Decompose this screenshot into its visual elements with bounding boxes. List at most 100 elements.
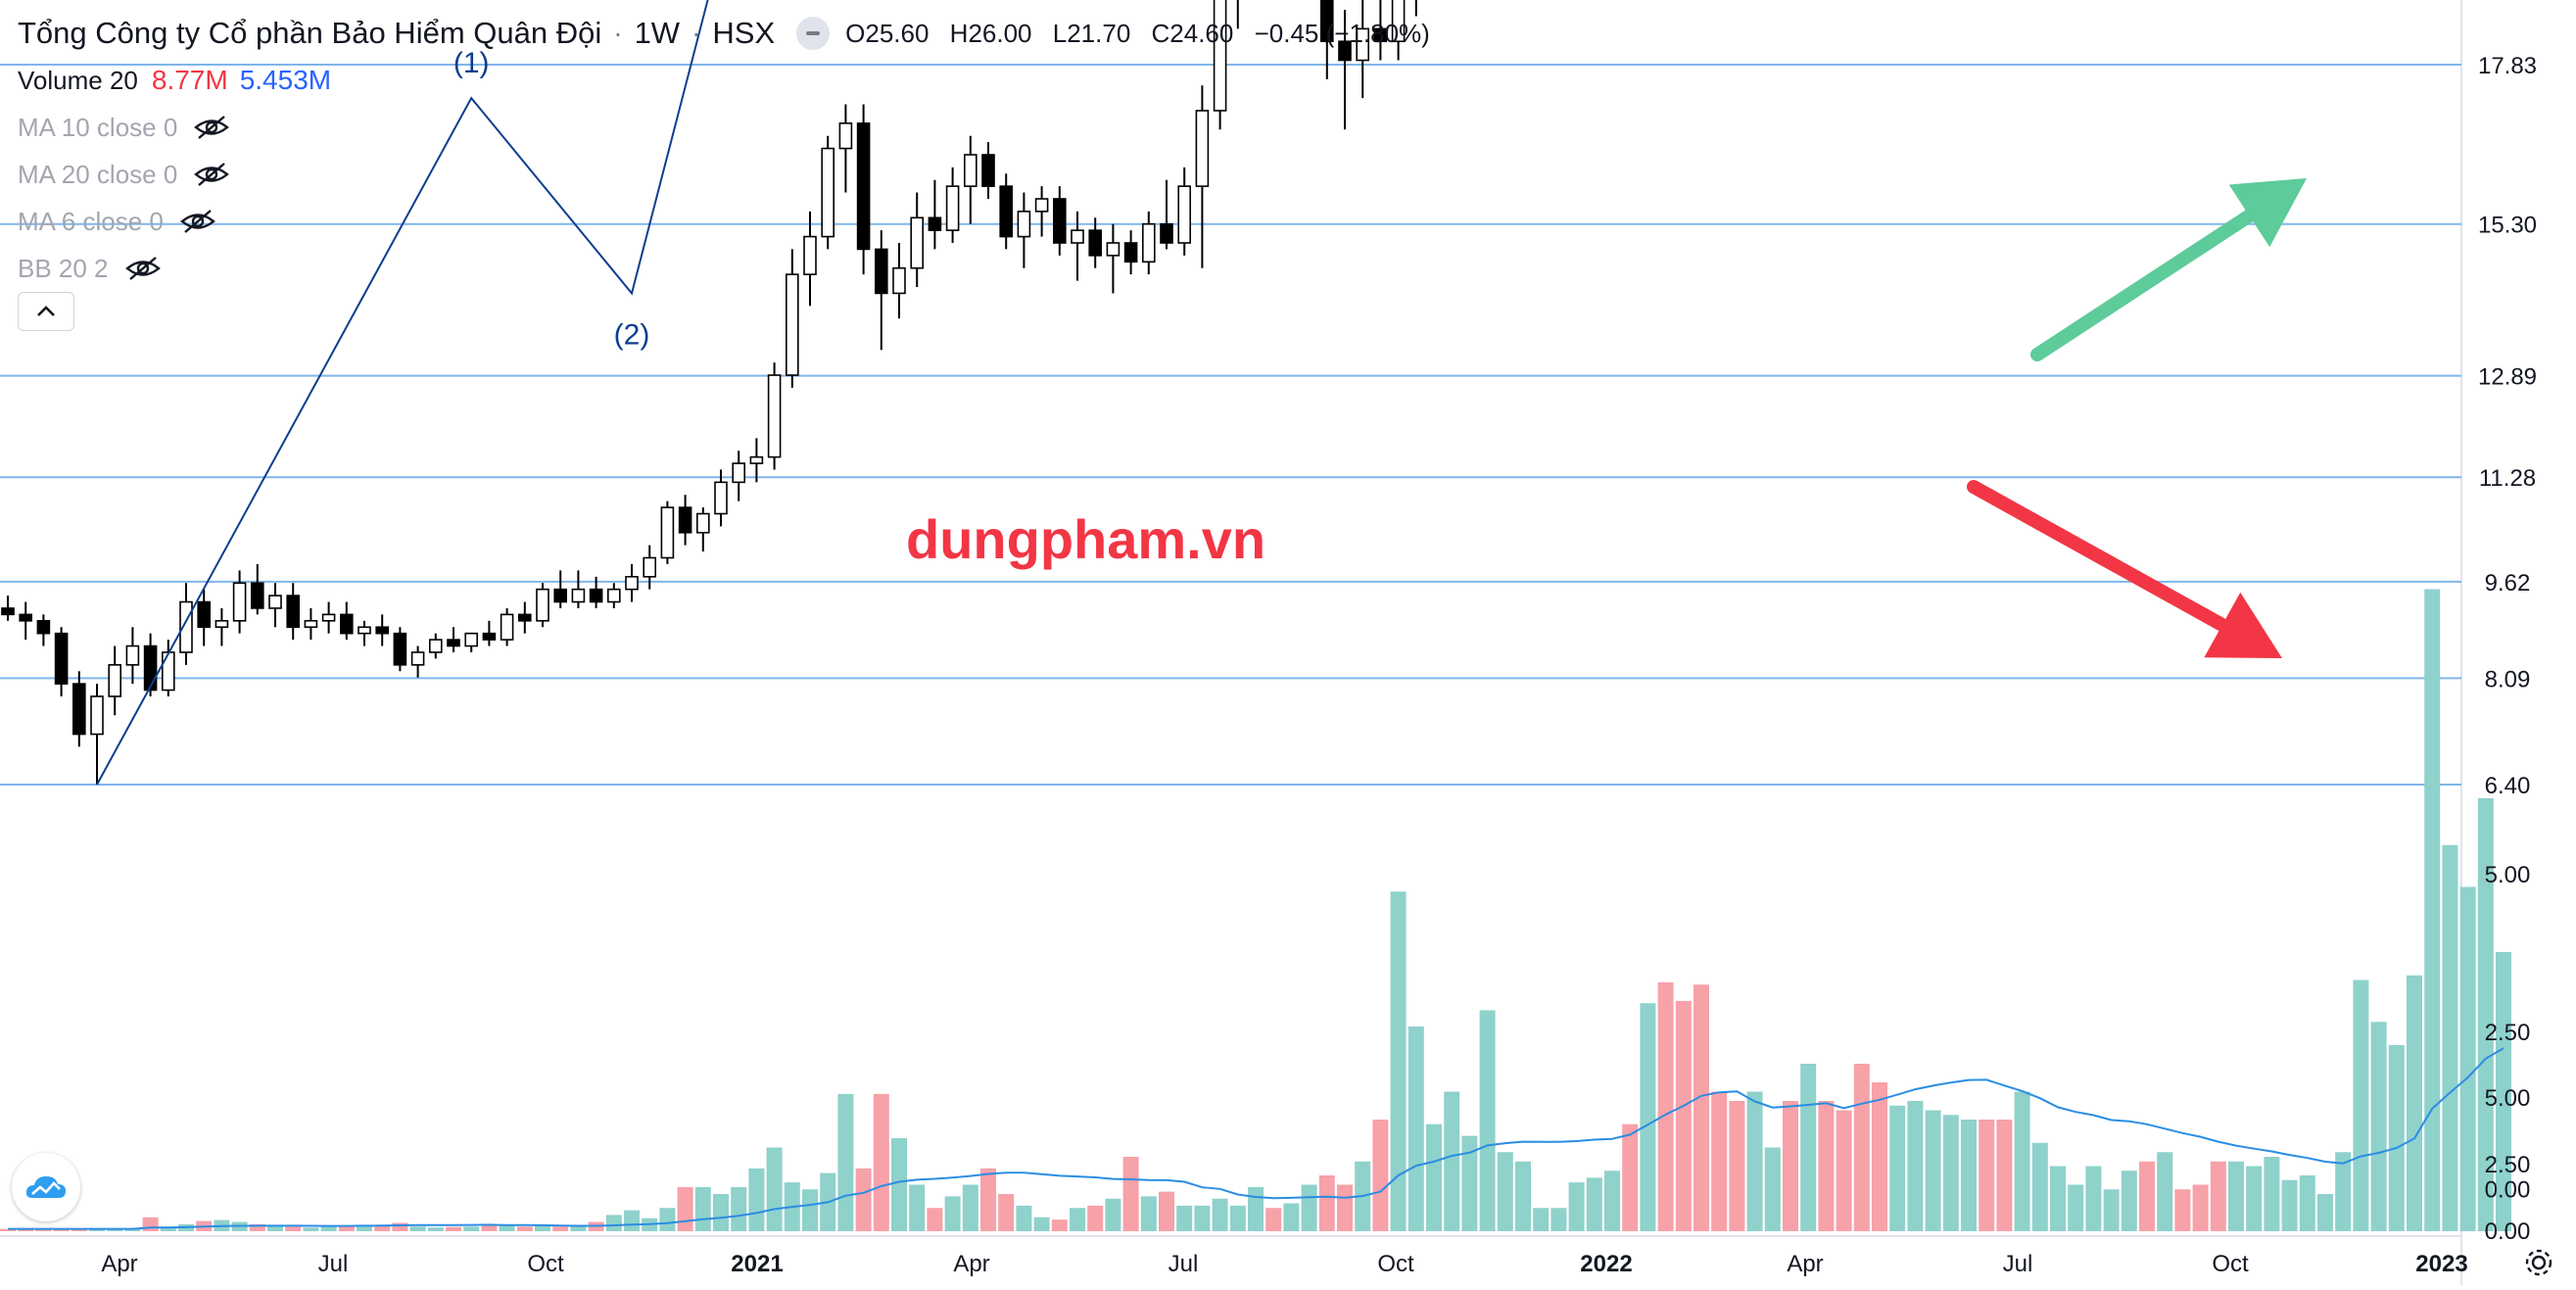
- candle: [305, 608, 316, 640]
- candle-body: [269, 596, 281, 608]
- low-value: L21.70: [1053, 19, 1131, 48]
- hidden-eye-icon[interactable]: [193, 115, 230, 140]
- volume-bar: [802, 1189, 818, 1231]
- close-value: C24.60: [1152, 19, 1234, 48]
- volume-bar: [1711, 1092, 1727, 1232]
- volume-bar: [1926, 1111, 1941, 1232]
- candle: [109, 646, 120, 716]
- candle-body: [37, 621, 49, 634]
- arrow-shaft: [2037, 215, 2249, 355]
- volume-bar: [945, 1196, 961, 1231]
- volume-bar: [713, 1194, 729, 1231]
- indicator-bb[interactable]: BB 20 2: [18, 245, 1444, 292]
- candle-body: [305, 621, 316, 627]
- price-tick-label: 5.00: [2485, 862, 2531, 888]
- candle: [769, 362, 781, 469]
- indicator-ma20[interactable]: MA 20 close 0: [18, 151, 1444, 198]
- candle-body: [323, 614, 335, 620]
- time-axis-label: 2022: [1580, 1251, 1632, 1277]
- level-tag-label: 11.28: [2479, 465, 2536, 492]
- volume-bar: [2424, 590, 2440, 1232]
- candle-body: [109, 665, 120, 696]
- volume-bar: [1979, 1120, 1994, 1231]
- time-axis-label: 2023: [2415, 1251, 2467, 1277]
- volume-bar: [2139, 1162, 2155, 1231]
- candle-body: [126, 646, 138, 665]
- indicator-ma6[interactable]: MA 6 close 0: [18, 198, 1444, 245]
- volume-bar: [1854, 1064, 1870, 1231]
- time-axis-label: Apr: [101, 1251, 137, 1277]
- volume-bar: [678, 1187, 693, 1231]
- volume-bar: [1444, 1092, 1459, 1232]
- volume-bar: [410, 1226, 426, 1231]
- volume-value: 8.77M: [152, 65, 228, 96]
- volume-bar: [2157, 1152, 2172, 1231]
- candle: [20, 602, 31, 641]
- candle-body: [234, 583, 246, 621]
- indicator-label: MA 10 close 0: [18, 113, 177, 143]
- indicator-label: MA 20 close 0: [18, 160, 177, 190]
- candle: [358, 621, 370, 646]
- collapse-series-icon[interactable]: [796, 17, 830, 50]
- candle-body: [341, 614, 353, 633]
- volume-bar: [2085, 1167, 2101, 1232]
- legend: Tổng Công ty Cổ phần Bảo Hiểm Quân Đội ·…: [18, 10, 1444, 292]
- volume-bar: [1480, 1010, 1496, 1231]
- candle: [465, 634, 477, 652]
- volume-bar: [1230, 1206, 1246, 1231]
- candle-body: [394, 634, 405, 665]
- level-tag-label: 17.83: [2478, 53, 2537, 79]
- volume-bar: [463, 1226, 479, 1231]
- candle-body: [198, 602, 210, 628]
- volume-bar: [1604, 1171, 1620, 1231]
- candle-body: [537, 590, 549, 621]
- volume-bar: [2264, 1157, 2279, 1231]
- candle: [412, 646, 424, 678]
- volume-bar: [339, 1226, 355, 1231]
- level-tag-label: 15.30: [2478, 213, 2537, 239]
- candle: [126, 627, 138, 684]
- candle-body: [2, 608, 14, 614]
- volume-tick-label: 5.00: [2485, 1085, 2531, 1112]
- hidden-eye-icon[interactable]: [193, 162, 230, 187]
- hidden-eye-icon[interactable]: [124, 256, 162, 281]
- volume-bar: [909, 1185, 925, 1232]
- change-value: −0.45 (−1.80%): [1255, 19, 1430, 48]
- volume-bar: [428, 1227, 444, 1231]
- volume-bar: [1729, 1101, 1744, 1231]
- gear-icon[interactable]: [2522, 1246, 2555, 1279]
- symbol-title[interactable]: Tổng Công ty Cổ phần Bảo Hiểm Quân Đội: [18, 16, 601, 51]
- candle-body: [163, 652, 174, 691]
- volume-bar: [1818, 1101, 1834, 1231]
- candle-body: [644, 558, 655, 577]
- volume-bar: [1747, 1092, 1763, 1232]
- legend-title-row: Tổng Công ty Cổ phần Bảo Hiểm Quân Đội ·…: [18, 10, 1444, 57]
- volume-bar: [624, 1211, 640, 1231]
- separator-dot: ·: [613, 18, 622, 49]
- indicator-volume[interactable]: Volume 20 8.77M 5.453M: [18, 57, 1444, 104]
- collapse-legend-button[interactable]: [18, 292, 74, 331]
- hidden-eye-icon[interactable]: [179, 209, 216, 234]
- candle-body: [73, 684, 85, 734]
- candle: [341, 602, 353, 641]
- candle: [697, 507, 709, 551]
- volume-bar: [2353, 980, 2368, 1232]
- candle-body: [215, 621, 227, 627]
- candle-body: [252, 583, 263, 608]
- indicator-ma10[interactable]: MA 10 close 0: [18, 104, 1444, 151]
- candle: [376, 614, 388, 645]
- candle: [733, 451, 744, 501]
- volume-bar: [1693, 984, 1709, 1231]
- volume-bar: [1248, 1187, 1264, 1231]
- candle-body: [572, 590, 584, 602]
- interval-label[interactable]: 1W: [635, 16, 681, 51]
- volume-bar: [2174, 1189, 2190, 1231]
- volume-bar: [1907, 1101, 1923, 1231]
- open-value: O25.60: [845, 19, 929, 48]
- candle-body: [661, 507, 673, 557]
- tradingview-logo-button[interactable]: [12, 1153, 80, 1221]
- arrow-head: [2229, 178, 2307, 247]
- volume-bar: [1123, 1157, 1139, 1231]
- candle: [680, 495, 692, 545]
- time-axis-label: 2021: [731, 1251, 783, 1277]
